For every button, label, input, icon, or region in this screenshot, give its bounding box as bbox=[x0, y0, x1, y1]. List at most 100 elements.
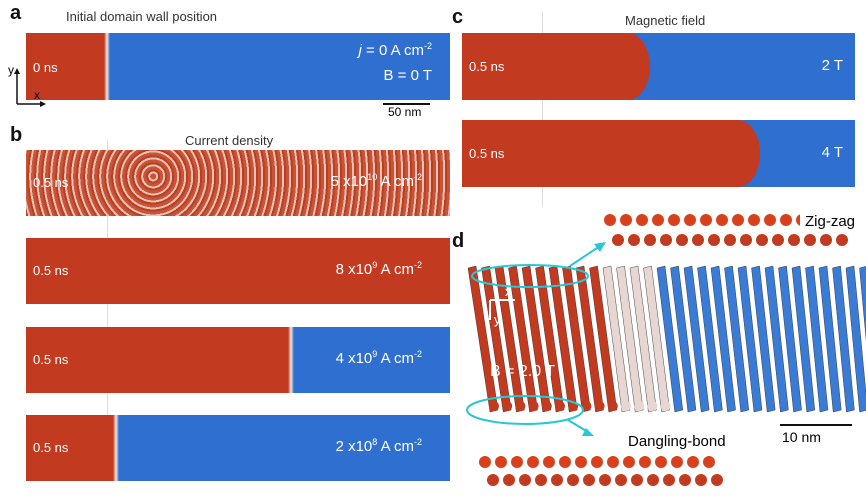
scale-label: 50 nm bbox=[388, 105, 422, 119]
stripe bbox=[818, 265, 842, 413]
field-label: 2 T bbox=[821, 57, 843, 74]
atom bbox=[615, 474, 627, 486]
unit-exponent: -2 bbox=[413, 349, 422, 359]
red-domain bbox=[26, 415, 115, 481]
atom bbox=[555, 401, 565, 411]
stripe bbox=[791, 265, 816, 413]
atom bbox=[655, 456, 667, 468]
atom bbox=[684, 214, 696, 226]
stripe bbox=[575, 265, 604, 413]
atom bbox=[647, 401, 658, 411]
atom bbox=[711, 474, 723, 486]
axis-label: x bbox=[505, 284, 512, 299]
atom bbox=[687, 456, 699, 468]
red-domain bbox=[26, 327, 290, 393]
atom bbox=[575, 456, 587, 468]
atom bbox=[700, 214, 712, 226]
domain-strip: 0.5 ns 4 T bbox=[462, 120, 855, 187]
atom bbox=[660, 401, 671, 411]
stripe bbox=[697, 265, 723, 413]
unit-exponent: -2 bbox=[413, 437, 422, 447]
mantissa: 8 x10 bbox=[335, 261, 373, 278]
stripe bbox=[859, 266, 866, 341]
field-label: B = 2.0 T bbox=[490, 363, 555, 380]
stripe bbox=[683, 265, 710, 413]
exponent: 10 bbox=[367, 172, 378, 182]
panel-label: a bbox=[10, 2, 22, 24]
atom bbox=[660, 234, 672, 246]
atom bbox=[594, 401, 605, 411]
panel-title: Magnetic field bbox=[625, 13, 706, 28]
atom bbox=[634, 401, 645, 411]
unit: A cm bbox=[377, 261, 414, 278]
stripe bbox=[467, 265, 499, 413]
stripe bbox=[724, 265, 750, 413]
domain-wall bbox=[288, 327, 294, 393]
stripe bbox=[589, 265, 618, 413]
atom bbox=[748, 214, 760, 226]
red-domain bbox=[26, 238, 450, 304]
atom bbox=[788, 234, 800, 246]
atom bbox=[511, 456, 523, 468]
domain-wall bbox=[113, 415, 119, 481]
atom bbox=[740, 234, 752, 246]
stripe bbox=[845, 265, 866, 413]
panel-label: d bbox=[452, 230, 465, 252]
stripe bbox=[602, 265, 631, 413]
time-label: 0.5 ns bbox=[33, 175, 69, 190]
atom bbox=[820, 234, 832, 246]
atom bbox=[652, 214, 664, 226]
atom bbox=[528, 401, 539, 411]
atom bbox=[732, 214, 744, 226]
axis-label: x bbox=[34, 88, 40, 102]
atom bbox=[756, 234, 768, 246]
atom bbox=[621, 401, 631, 411]
atom bbox=[515, 401, 526, 411]
mantissa: 5 x10 bbox=[330, 173, 368, 190]
atom bbox=[591, 456, 603, 468]
atom bbox=[487, 474, 499, 486]
atom bbox=[581, 401, 592, 411]
exponent: 9 bbox=[372, 349, 378, 359]
field-label: 4 T bbox=[821, 144, 843, 161]
atom bbox=[583, 474, 595, 486]
red-domain bbox=[26, 33, 106, 100]
stripe bbox=[737, 265, 763, 413]
atom bbox=[780, 214, 792, 226]
domain-wall bbox=[104, 33, 110, 100]
unit-exponent: -2 bbox=[413, 172, 422, 182]
guide-line bbox=[107, 140, 108, 480]
atom bbox=[620, 214, 632, 226]
atom bbox=[495, 456, 507, 468]
time-label: 0.5 ns bbox=[33, 440, 69, 455]
atom bbox=[535, 474, 547, 486]
domain-strip: 0.5 ns 2 T bbox=[462, 33, 855, 100]
unit: A cm bbox=[377, 438, 414, 455]
atom bbox=[559, 456, 571, 468]
panel-title: Initial domain wall position bbox=[66, 9, 218, 24]
atom bbox=[489, 401, 499, 411]
atom bbox=[716, 214, 728, 226]
red-domain bbox=[462, 33, 650, 100]
mantissa: 2 x10 bbox=[335, 438, 373, 455]
current-label: 5 x1010 A cm-2 bbox=[331, 172, 422, 190]
stripe bbox=[832, 265, 855, 413]
atom bbox=[708, 234, 720, 246]
stripe bbox=[751, 265, 776, 413]
atom bbox=[772, 234, 784, 246]
unit-exponent: -2 bbox=[413, 260, 422, 270]
exponent: 8 bbox=[372, 437, 378, 447]
atom bbox=[676, 234, 688, 246]
atom bbox=[541, 401, 552, 411]
red-domain bbox=[462, 120, 760, 187]
stripe bbox=[521, 265, 552, 413]
stripe bbox=[481, 265, 512, 413]
atom bbox=[607, 401, 618, 411]
inset-label: Dangling-bond bbox=[628, 433, 726, 450]
current-label: 2 x108 A cm-2 bbox=[336, 437, 422, 455]
atom bbox=[604, 214, 616, 226]
atom bbox=[543, 456, 555, 468]
atom bbox=[692, 234, 704, 246]
axes-icon: y x bbox=[8, 63, 46, 107]
